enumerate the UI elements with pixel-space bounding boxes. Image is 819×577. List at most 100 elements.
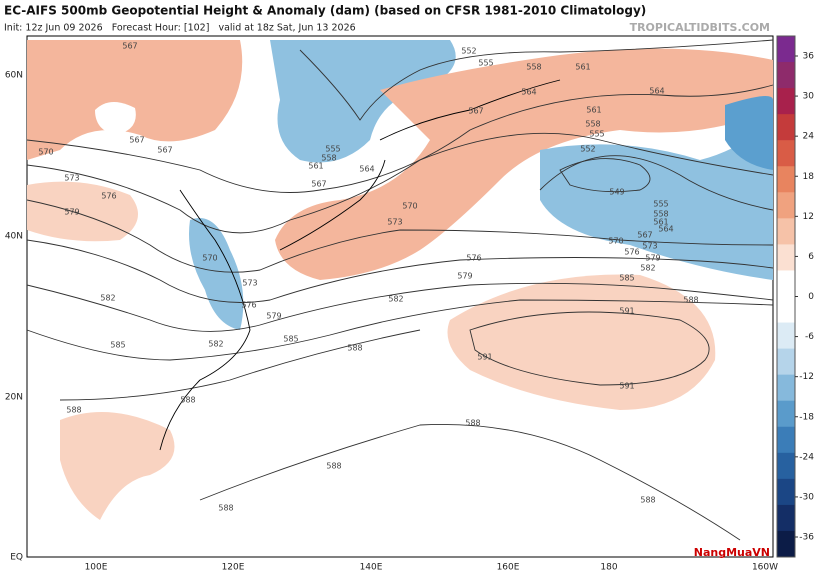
logo: NangMuaVN xyxy=(694,546,770,559)
subtitle: Init: 12z Jun 09 2026 Forecast Hour: [10… xyxy=(4,23,356,34)
contour-label: 564 xyxy=(649,87,664,96)
colorbar-swatch xyxy=(777,426,795,454)
contour-label: 561 xyxy=(653,218,668,227)
contour-label: 576 xyxy=(101,192,116,201)
colorbar-swatch xyxy=(777,348,795,376)
contour-label: 567 xyxy=(122,42,137,51)
contour-label: 570 xyxy=(402,202,417,211)
lat-label: 40N xyxy=(5,232,23,242)
colorbar-tick-label: 12 xyxy=(803,212,814,222)
colorbar-tick-label: 24 xyxy=(803,132,815,142)
axes: 60N 40N 20N EQ 100E 120E 140E 160E 180 160W xyxy=(5,71,778,573)
contour-label: 561 xyxy=(308,162,323,171)
colorbar-tick-label: -12 xyxy=(799,372,814,382)
colorbar-tick-label: -36 xyxy=(799,533,814,543)
contour-label: 555 xyxy=(325,145,340,154)
contour-label: 567 xyxy=(468,107,483,116)
lat-label: 20N xyxy=(5,393,23,403)
contour-label: 558 xyxy=(653,210,668,219)
contour-label: 579 xyxy=(645,254,660,263)
colorbar-swatch xyxy=(777,140,795,167)
contour-label: 558 xyxy=(321,154,336,163)
contour-label: 576 xyxy=(241,301,256,310)
lon-label: 180 xyxy=(600,563,617,573)
colorbar-swatch xyxy=(777,244,795,271)
colorbar-swatch xyxy=(777,166,795,193)
contour-label: 576 xyxy=(466,254,481,263)
contour-label: 570 xyxy=(38,148,53,157)
contour-label: 585 xyxy=(283,335,298,344)
contour-label: 567 xyxy=(311,180,326,189)
contour-label: 573 xyxy=(642,242,657,251)
contour-label: 591 xyxy=(619,307,634,316)
contour-label: 573 xyxy=(387,218,402,227)
lon-label: 160E xyxy=(497,563,520,573)
contour-label: 579 xyxy=(266,312,281,321)
colorbar-swatch xyxy=(777,218,795,245)
contour-label: 552 xyxy=(580,145,595,154)
source: TROPICALTIDBITS.COM xyxy=(630,21,770,34)
contour-label: 588 xyxy=(465,419,480,428)
coastline xyxy=(379,79,561,141)
contour-label: 588 xyxy=(326,462,341,471)
contour-labels: 5675675675705735765795825855885705735765… xyxy=(38,42,698,513)
contour-label: 582 xyxy=(208,340,223,349)
colorbar-swatch xyxy=(777,270,795,297)
contour-label: 564 xyxy=(359,165,374,174)
colorbar-tick-label: -30 xyxy=(799,492,814,502)
contour-label: 552 xyxy=(461,47,476,56)
colorbar-swatch xyxy=(777,36,795,63)
positive-anomaly xyxy=(447,274,716,410)
colorbar-tick-label: -6 xyxy=(805,332,814,342)
colorbar-swatch xyxy=(777,478,795,506)
coastline xyxy=(159,189,251,451)
contour-label: 588 xyxy=(218,504,233,513)
colorbar-swatch xyxy=(777,322,795,350)
colorbar-swatch xyxy=(777,296,795,324)
colorbar-swatch xyxy=(777,400,795,428)
contour-label: 558 xyxy=(585,120,600,129)
negative-anomaly-strong xyxy=(725,96,773,170)
contour-label: 555 xyxy=(589,130,604,139)
contour-label: 570 xyxy=(202,254,217,263)
colorbar-swatch xyxy=(777,374,795,402)
negative-anomaly xyxy=(270,40,456,163)
colorbar-tick-label: 36 xyxy=(803,52,815,62)
neutral-area xyxy=(95,101,136,135)
colorbar-tick-label: 30 xyxy=(803,92,815,102)
colorbar-swatch xyxy=(777,88,795,115)
contour-label: 579 xyxy=(64,208,79,217)
contour-label: 582 xyxy=(640,264,655,273)
lon-label: 160W xyxy=(752,563,778,573)
colorbar-swatch xyxy=(777,504,795,532)
map-area xyxy=(26,35,774,558)
colorbar-tick-label: 18 xyxy=(803,172,815,182)
colorbar-tick-label: -24 xyxy=(799,452,814,462)
positive-anomaly xyxy=(60,412,175,520)
colorbar-swatch xyxy=(777,114,795,141)
height-contours xyxy=(26,39,774,541)
contour-label: 588 xyxy=(180,396,195,405)
contour-label: 561 xyxy=(575,63,590,72)
contour-label: 567 xyxy=(129,136,144,145)
contour-label: 579 xyxy=(457,272,472,281)
contour-label: 564 xyxy=(658,225,673,234)
negative-anomaly xyxy=(540,120,773,280)
contour-label: 588 xyxy=(347,344,362,353)
contour-label: 570 xyxy=(608,237,623,246)
contour-label: 573 xyxy=(64,174,79,183)
colorbar-swatch xyxy=(777,452,795,480)
contour-label: 576 xyxy=(624,248,639,257)
contour-label: 555 xyxy=(653,200,668,209)
positive-anomaly xyxy=(27,181,138,242)
contour-label: 591 xyxy=(619,382,634,391)
colorbar-tick-label: -18 xyxy=(799,412,814,422)
lon-label: 120E xyxy=(222,563,245,573)
contour-label: 573 xyxy=(242,279,257,288)
lon-label: 100E xyxy=(85,563,108,573)
contour-label: 564 xyxy=(521,88,536,97)
contour-label: 555 xyxy=(478,59,493,68)
positive-anomaly xyxy=(275,48,773,280)
contour-label: 582 xyxy=(388,295,403,304)
